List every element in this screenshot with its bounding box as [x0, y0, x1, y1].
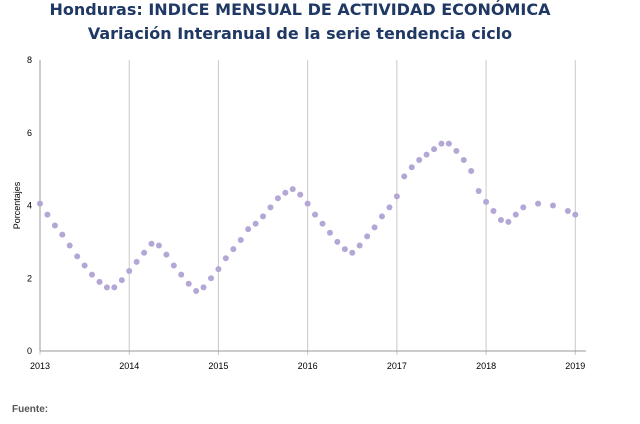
data-points — [37, 140, 579, 294]
data-point — [96, 278, 103, 285]
data-point — [393, 193, 400, 200]
data-point — [483, 198, 490, 205]
data-point — [431, 146, 438, 153]
data-point — [208, 275, 215, 282]
data-point — [200, 284, 207, 291]
x-tick-label: 2014 — [119, 361, 139, 371]
data-point — [66, 242, 73, 249]
data-point — [178, 271, 185, 278]
data-point — [289, 186, 296, 193]
data-point — [356, 242, 363, 249]
data-point — [549, 202, 556, 209]
x-tick-label: 2015 — [208, 361, 228, 371]
data-point — [349, 249, 356, 256]
x-tick-label: 2017 — [387, 361, 407, 371]
data-point — [312, 211, 319, 218]
data-point — [401, 173, 408, 180]
data-point — [245, 226, 252, 233]
data-point — [512, 211, 519, 218]
data-point — [111, 284, 118, 291]
data-point — [274, 195, 281, 202]
data-point — [215, 266, 222, 273]
data-point — [341, 246, 348, 253]
data-point — [371, 224, 378, 231]
chart-subtitle: Variación Interanual de la serie tendenc… — [87, 24, 513, 43]
data-point — [193, 287, 200, 294]
data-point — [408, 164, 415, 171]
data-point — [133, 258, 140, 265]
data-point — [475, 187, 482, 194]
data-point — [74, 253, 81, 260]
data-point — [520, 204, 527, 211]
data-point — [185, 280, 192, 287]
data-point — [81, 262, 88, 269]
data-point — [222, 255, 229, 262]
vertical-gridlines — [39, 60, 576, 355]
data-point — [326, 229, 333, 236]
data-point — [445, 140, 452, 147]
chart-title: Honduras: INDICE MENSUAL DE ACTIVIDAD EC… — [49, 0, 551, 19]
x-tick-label: 2013 — [30, 361, 50, 371]
y-axis-label: Porcentajes — [12, 181, 22, 229]
data-point — [59, 231, 66, 238]
data-point — [148, 240, 155, 247]
data-point — [416, 157, 423, 164]
data-point — [304, 200, 311, 207]
x-tick-label: 2016 — [298, 361, 318, 371]
data-point — [423, 151, 430, 158]
y-tick-labels: 0 2 4 6 8 — [27, 55, 32, 356]
data-point — [378, 213, 385, 220]
data-point — [163, 251, 170, 258]
data-point — [126, 267, 133, 274]
data-point — [51, 222, 58, 229]
data-point — [572, 211, 579, 218]
data-point — [438, 140, 445, 147]
data-point — [267, 204, 274, 211]
source-label: Fuente: — [12, 404, 49, 415]
data-point — [37, 200, 43, 207]
data-point — [141, 249, 148, 256]
data-point — [237, 237, 244, 244]
data-point — [468, 167, 475, 174]
data-point — [497, 217, 504, 224]
data-point — [564, 207, 571, 214]
data-point — [155, 242, 162, 249]
data-point — [230, 246, 237, 253]
data-point — [364, 233, 371, 240]
data-point — [334, 238, 341, 245]
data-point — [535, 200, 542, 207]
data-point — [386, 204, 393, 211]
y-tick-label: 0 — [27, 346, 32, 356]
data-point — [170, 262, 177, 269]
data-point — [453, 147, 460, 154]
x-tick-labels: 2013 2014 2015 2016 2017 2018 2019 — [30, 361, 585, 371]
data-point — [89, 271, 96, 278]
data-point — [118, 277, 125, 284]
data-point — [282, 189, 289, 196]
data-point — [319, 220, 326, 227]
y-tick-label: 2 — [27, 273, 32, 283]
data-point — [44, 211, 51, 218]
x-tick-label: 2018 — [476, 361, 496, 371]
data-point — [490, 207, 497, 214]
y-tick-label: 8 — [27, 55, 32, 65]
data-point — [252, 220, 259, 227]
y-tick-label: 6 — [27, 128, 32, 138]
data-point — [460, 157, 467, 164]
data-point — [260, 213, 267, 220]
data-point — [103, 284, 110, 291]
y-tick-label: 4 — [27, 201, 32, 211]
data-point — [297, 191, 304, 198]
x-tick-label: 2019 — [565, 361, 585, 371]
data-point — [505, 218, 512, 225]
